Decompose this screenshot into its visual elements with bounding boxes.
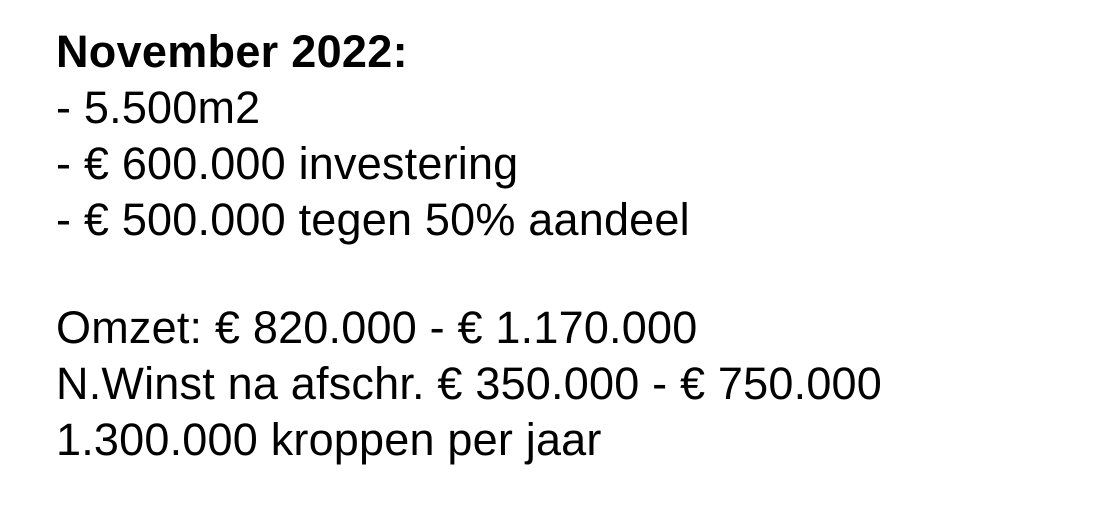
summary-revenue: Omzet: € 820.000 - € 1.170.000: [56, 302, 698, 353]
summary-net-profit: N.Winst na afschr. € 350.000 - € 750.000: [56, 358, 882, 409]
bullet-share: - € 500.000 tegen 50% aandeel: [56, 194, 690, 245]
document-body: November 2022: - 5.500m2 - € 600.000 inv…: [56, 24, 1096, 468]
summary-heads-per-year: 1.300.000 kroppen per jaar: [56, 414, 602, 465]
bullet-area: - 5.500m2: [56, 82, 261, 133]
paragraph-spacer: [56, 248, 1096, 300]
bullet-investment: - € 600.000 investering: [56, 138, 519, 189]
document-heading: November 2022:: [56, 26, 408, 77]
